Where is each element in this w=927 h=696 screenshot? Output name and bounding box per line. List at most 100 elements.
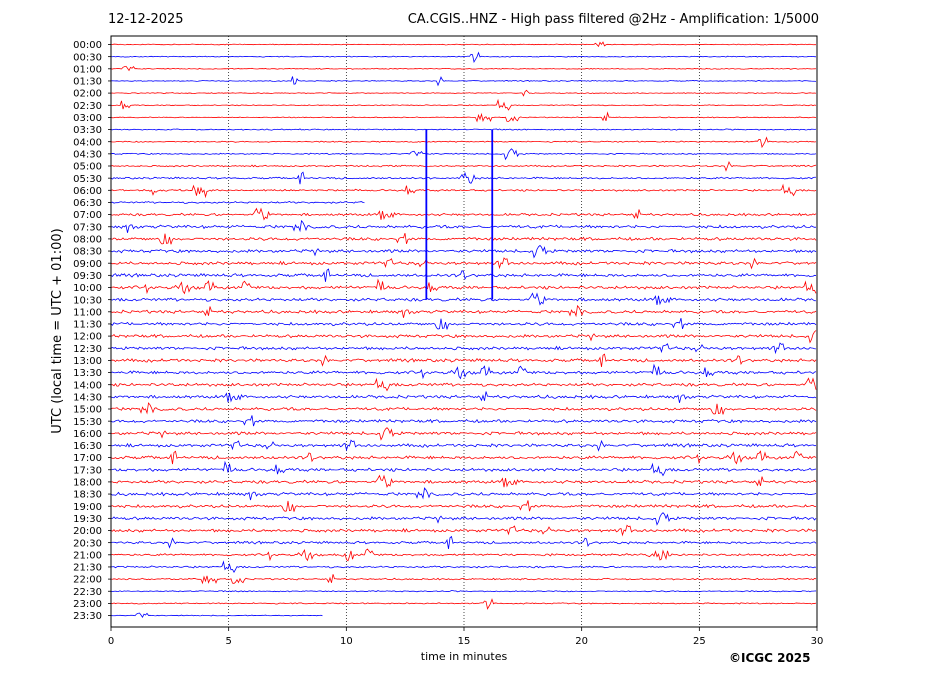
- row-label-0400: 04:00: [73, 137, 102, 148]
- trace-row-1030: [110, 292, 816, 306]
- row-label-2130: 21:30: [73, 563, 102, 574]
- chart-date: 12-12-2025: [108, 12, 184, 27]
- trace-row-0330: [110, 128, 817, 131]
- row-label-0730: 07:30: [73, 222, 102, 233]
- row-label-1000: 10:00: [73, 283, 102, 294]
- grid-lines: [228, 36, 700, 627]
- row-label-0030: 00:30: [73, 52, 102, 63]
- trace-row-1830: [110, 487, 817, 501]
- trace-row-1400: [110, 377, 817, 392]
- trace-row-2000: [110, 524, 817, 537]
- copyright-notice: ©ICGC 2025: [729, 651, 811, 665]
- row-label-1300: 13:00: [73, 356, 102, 367]
- x-tick-label-25: 25: [693, 636, 706, 647]
- trace-row-0800: [110, 233, 817, 245]
- row-label-1700: 17:00: [73, 453, 102, 464]
- trace-row-2030: [110, 535, 817, 549]
- row-label-2000: 20:00: [73, 526, 102, 537]
- row-label-2230: 22:30: [73, 587, 102, 598]
- row-label-1400: 14:00: [73, 380, 102, 391]
- row-label-0430: 04:30: [73, 149, 102, 160]
- row-label-0500: 05:00: [73, 162, 102, 173]
- row-label-0830: 08:30: [73, 247, 102, 258]
- trace-row-1600: [110, 427, 817, 441]
- row-label-1500: 15:00: [73, 405, 102, 416]
- trace-row-1430: [110, 391, 817, 403]
- trace-row-0830: [110, 244, 817, 259]
- trace-row-0030: [110, 51, 817, 63]
- trace-row-0900: [110, 257, 817, 270]
- x-tick-label-0: 0: [108, 636, 114, 647]
- trace-row-0700: [110, 207, 817, 221]
- row-label-0100: 01:00: [73, 64, 102, 75]
- row-label-0700: 07:00: [73, 210, 102, 221]
- trace-row-1130: [110, 318, 817, 330]
- trace-row-0730: [110, 219, 817, 233]
- row-label-2300: 23:00: [73, 599, 102, 610]
- row-label-1630: 16:30: [73, 441, 102, 452]
- trace-row-2230: [110, 590, 817, 593]
- trace-row-2130: [110, 560, 817, 573]
- trace-row-1730: [110, 460, 817, 477]
- spike-group: [425, 129, 494, 300]
- row-label-1230: 12:30: [73, 344, 102, 355]
- x-axis-ticks: 0 5 10 15 20 25 30: [108, 627, 824, 647]
- trace-row-2200: [110, 574, 817, 585]
- trace-row-1800: [110, 474, 817, 488]
- row-label-2030: 20:30: [73, 538, 102, 549]
- row-label-1130: 11:30: [73, 320, 102, 331]
- trace-row-0530: [110, 171, 817, 185]
- x-tick-label-30: 30: [811, 636, 824, 647]
- trace-row-0400: [110, 136, 817, 149]
- trace-row-1100: [110, 304, 817, 318]
- row-label-0600: 06:00: [73, 186, 102, 197]
- x-tick-label-20: 20: [575, 636, 588, 647]
- y-axis-label: UTC (local time = UTC + 01:00): [50, 228, 65, 433]
- trace-row-0500: [110, 160, 817, 172]
- row-label-1600: 16:00: [73, 429, 102, 440]
- trace-row-1930: [110, 512, 817, 526]
- trace-row-0000: [110, 41, 817, 48]
- trace-row-1700: [110, 450, 817, 465]
- trace-row-0600: [110, 183, 817, 199]
- row-label-1100: 11:00: [73, 307, 102, 318]
- row-label-0200: 02:00: [73, 89, 102, 100]
- trace-row-1630: [110, 439, 817, 452]
- trace-row-1300: [110, 353, 817, 367]
- x-tick-label-5: 5: [225, 636, 231, 647]
- trace-row-1330: [110, 363, 817, 380]
- trace-row-0630: [110, 201, 365, 204]
- row-label-0230: 02:30: [73, 101, 102, 112]
- chart-title: CA.CGIS..HNZ - High pass filtered @2Hz -…: [407, 12, 819, 27]
- trace-row-0930: [110, 268, 817, 282]
- row-label-2330: 23:30: [73, 611, 102, 622]
- trace-row-0430: [110, 148, 817, 161]
- trace-row-0130: [110, 76, 817, 87]
- row-label-0530: 05:30: [73, 174, 102, 185]
- row-label-0300: 03:00: [73, 113, 102, 124]
- row-label-0330: 03:30: [73, 125, 102, 136]
- row-label-0000: 00:00: [73, 40, 102, 51]
- row-label-0900: 09:00: [73, 259, 102, 270]
- row-label-0930: 09:30: [73, 271, 102, 282]
- trace-row-1000: [110, 278, 817, 295]
- trace-row-0100: [110, 65, 817, 72]
- row-label-1030: 10:30: [73, 295, 102, 306]
- x-tick-label-15: 15: [458, 636, 471, 647]
- row-label-2100: 21:00: [73, 550, 102, 561]
- x-tick-label-10: 10: [340, 636, 353, 647]
- trace-row-2300: [110, 598, 817, 610]
- trace-row-0230: [110, 98, 817, 111]
- row-label-1900: 19:00: [73, 502, 102, 513]
- row-label-0800: 08:00: [73, 235, 102, 246]
- row-label-1830: 18:30: [73, 490, 102, 501]
- row-label-1430: 14:30: [73, 392, 102, 403]
- trace-row-2330: [110, 612, 323, 618]
- trace-row-0200: [110, 89, 817, 97]
- row-label-1930: 19:30: [73, 514, 102, 525]
- plot-frame: [110, 35, 818, 628]
- trace-row-1530: [110, 415, 817, 427]
- trace-row-2100: [110, 548, 817, 562]
